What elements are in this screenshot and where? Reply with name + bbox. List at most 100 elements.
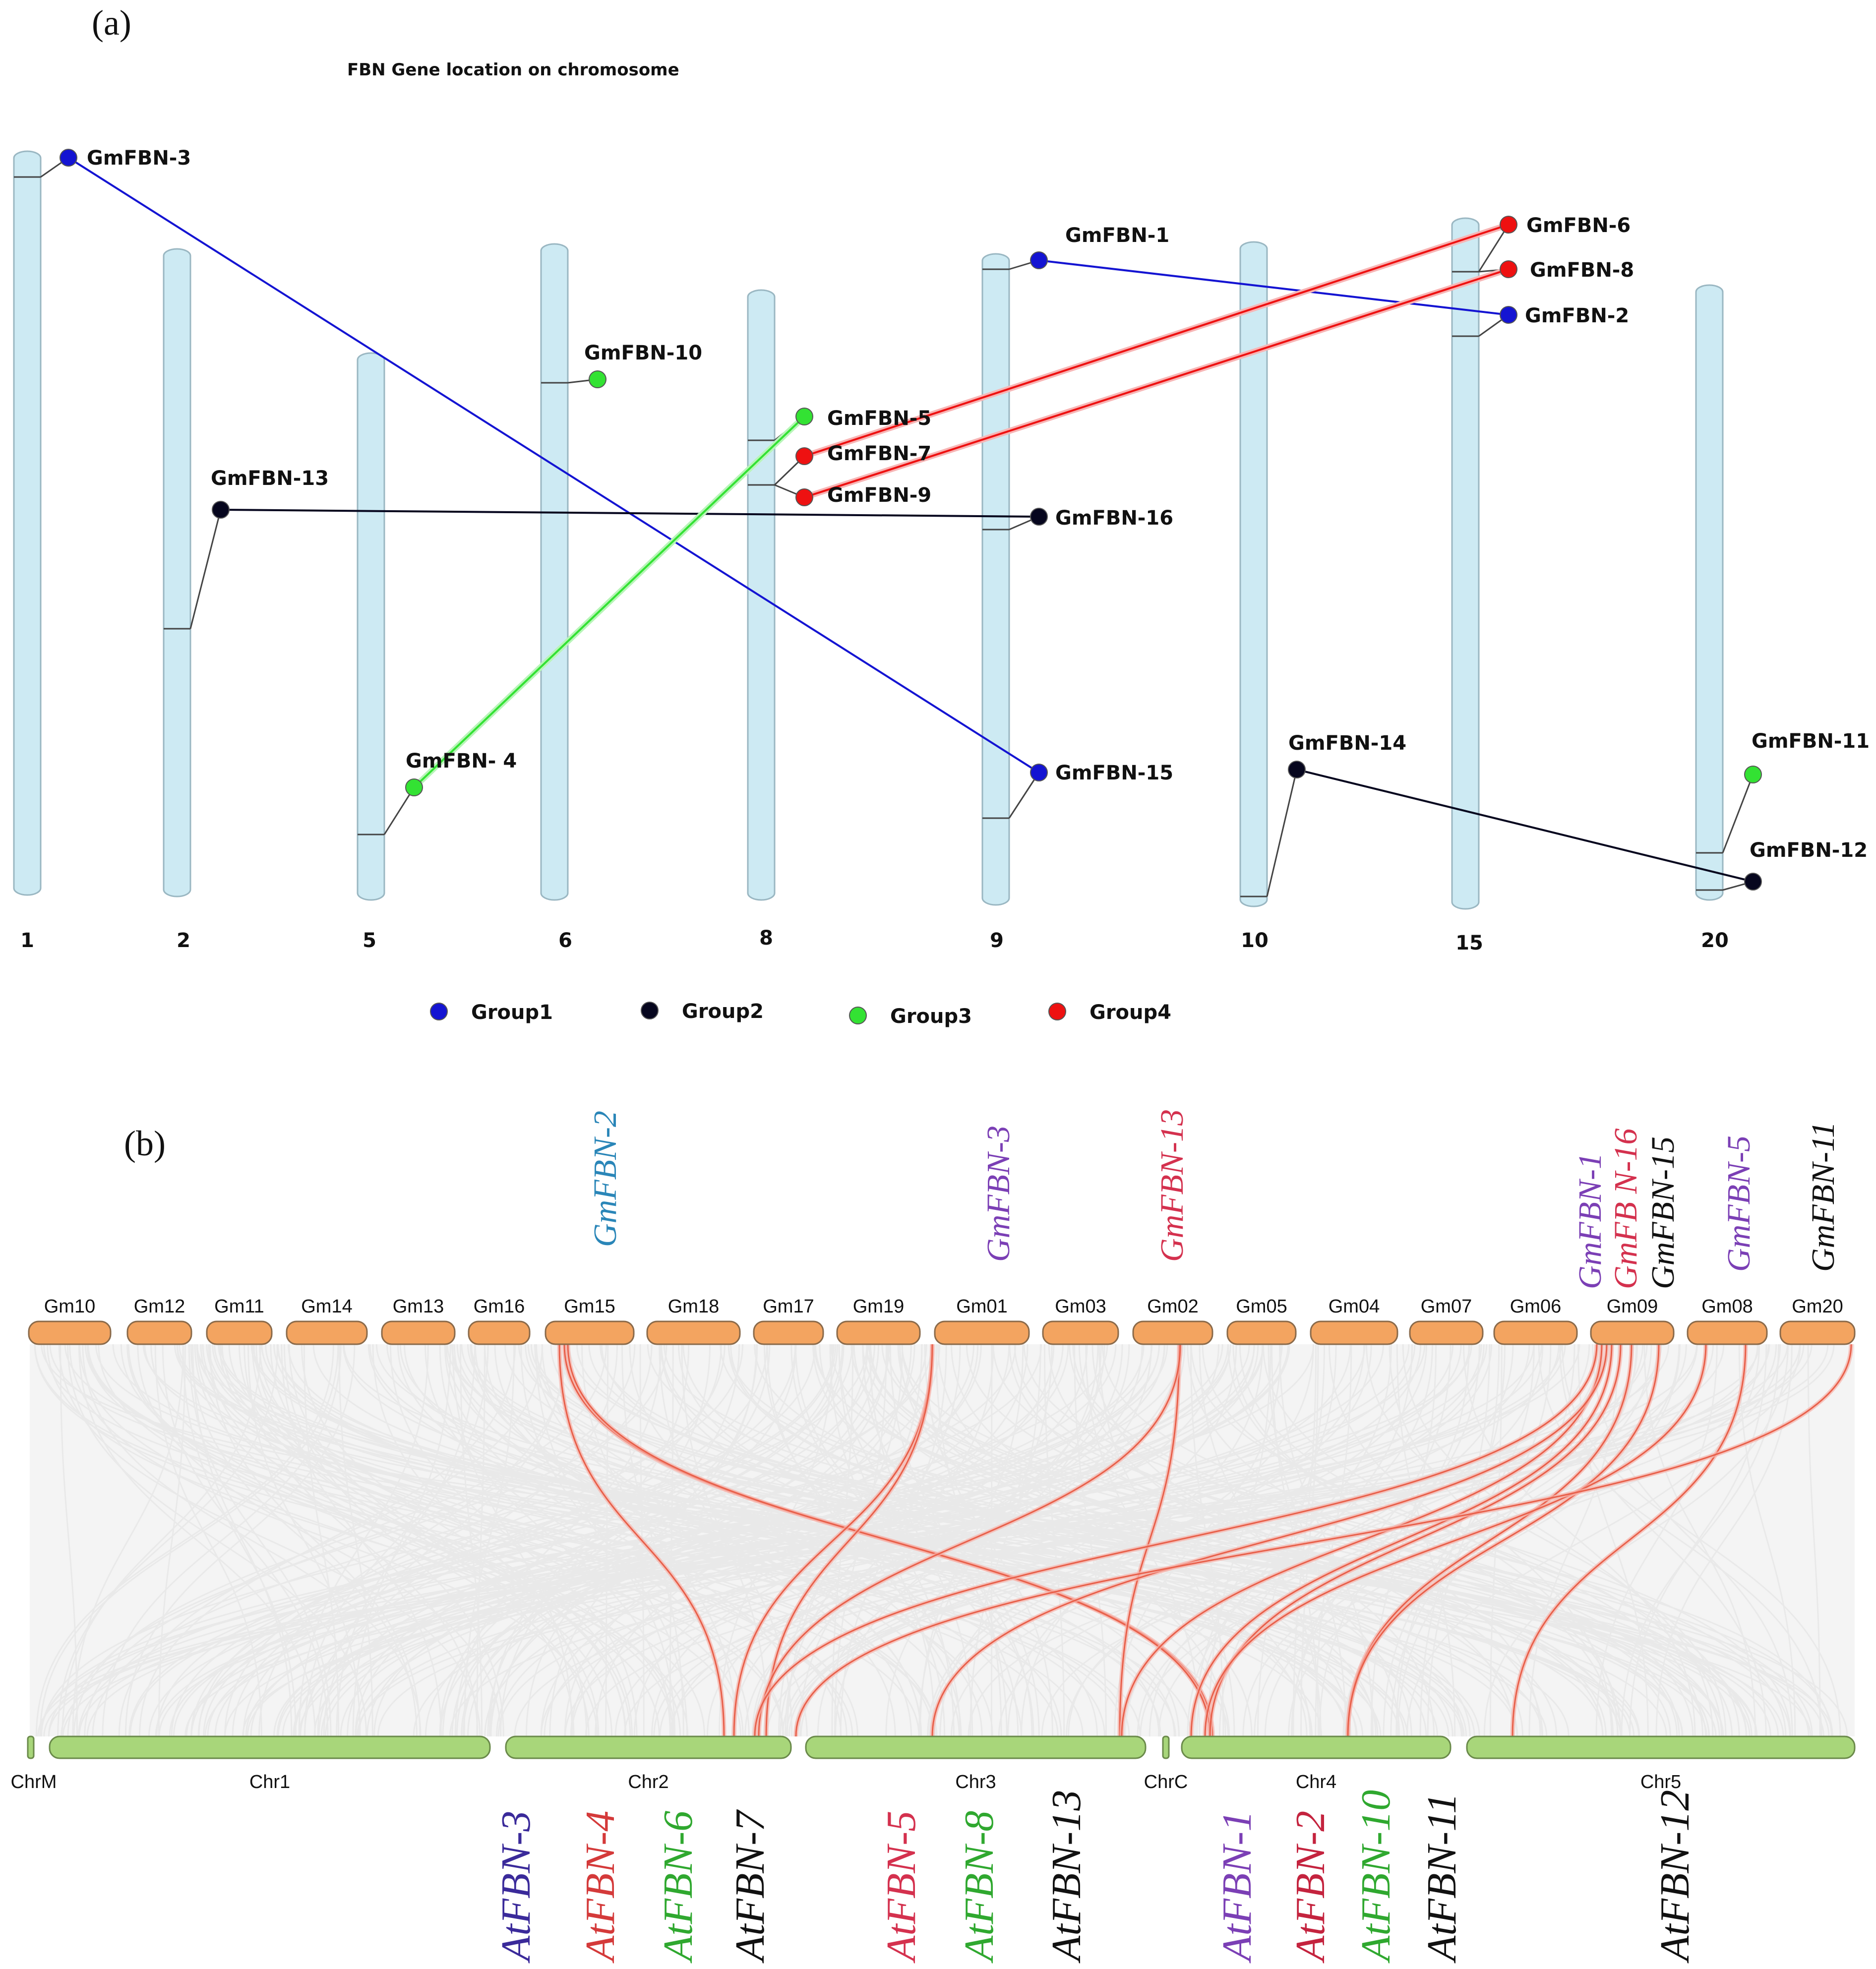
soy-chr-label-gm07: Gm07 <box>1421 1296 1472 1317</box>
fbn-link-3 <box>567 1344 1211 1737</box>
dot-gmfbn-8 <box>1500 260 1517 278</box>
at-gene-label-atfbn-8: AtFBN-8 <box>956 1811 1002 1964</box>
chromosome-number-10: 10 <box>1241 929 1269 952</box>
soy-chr-gm11 <box>206 1320 273 1345</box>
soy-chr-gm10 <box>28 1320 112 1345</box>
chromosome-5 <box>357 352 385 901</box>
dot-gmfbn-16 <box>1030 508 1048 526</box>
at-chr-chr1 <box>49 1735 491 1759</box>
soy-chr-label-gm14: Gm14 <box>301 1296 352 1317</box>
chromosome-number-6: 6 <box>558 929 572 952</box>
fbn-link-9 <box>1121 1344 1603 1737</box>
at-chr-chrm <box>27 1735 35 1759</box>
soy-gene-label-gmfbn-16: GmFB N-16 <box>1608 1129 1644 1289</box>
at-gene-label-atfbn-7: AtFBN-7 <box>727 1809 773 1964</box>
soy-chr-gm05 <box>1226 1320 1297 1345</box>
chromosome-number-1: 1 <box>20 929 34 952</box>
soy-gene-label-gmfbn-1: GmFBN-1 <box>1572 1153 1608 1289</box>
label-gmfbn-1: GmFBN-1 <box>1065 224 1169 247</box>
label-gmfbn-13: GmFBN-13 <box>211 467 329 490</box>
soy-chr-gm04 <box>1310 1320 1398 1345</box>
background-link-shade <box>30 1344 1855 1736</box>
label-gmfbn-5: GmFBN-5 <box>827 407 931 430</box>
label-gmfbn-2: GmFBN-2 <box>1525 304 1629 327</box>
soy-chr-gm09 <box>1590 1320 1675 1345</box>
label-gmfbn-8: GmFBN-8 <box>1530 259 1634 282</box>
at-chr-label-chrm: ChrM <box>11 1772 57 1792</box>
soy-chr-gm01 <box>934 1320 1030 1345</box>
legend-label-group2: Group2 <box>682 1000 764 1023</box>
panel-a-title: FBN Gene location on chromosome <box>347 60 679 80</box>
leader-gmfbn-15 <box>1008 772 1040 819</box>
fbn-link-6 <box>1119 1344 1180 1737</box>
dot-gmfbn-12 <box>1744 873 1762 891</box>
soy-gene-label-gmfbn-5: GmFBN-5 <box>1721 1135 1757 1272</box>
label-gmfbn-4: GmFBN- 4 <box>406 750 517 773</box>
chromosome-number-20: 20 <box>1701 929 1729 952</box>
chromosome-number-2: 2 <box>177 929 190 952</box>
soy-chr-gm14 <box>286 1320 368 1345</box>
label-gmfbn-14: GmFBN-14 <box>1288 732 1406 755</box>
chromosome-number-9: 9 <box>990 929 1004 952</box>
soy-chr-label-gm08: Gm08 <box>1701 1296 1753 1317</box>
arabidopsis-gene-labels: AtFBN-3 AtFBN-4 AtFBN-6 AtFBN-7 AtFBN-5 AtFBN… <box>493 1790 1698 1964</box>
link-gmfbn-4-gmfbn-5 <box>413 416 805 788</box>
soybean-gene-labels: GmFBN-2 GmFBN-3 GmFBN-13 GmFBN-1 GmFB N-16 Gm… <box>587 1109 1841 1289</box>
at-gene-label-atfbn-13: AtFBN-13 <box>1043 1790 1089 1964</box>
soy-chr-gm02 <box>1132 1320 1213 1345</box>
soy-gene-label-gmfbn-15: GmFBN-15 <box>1645 1136 1681 1289</box>
dot-gmfbn-2 <box>1500 306 1517 324</box>
link-gmfbn-14-gmfbn-12 <box>1296 769 1754 883</box>
soy-chr-label-gm10: Gm10 <box>44 1296 95 1317</box>
dot-gmfbn-13 <box>212 501 230 519</box>
fbn-link-16 <box>1512 1344 1747 1737</box>
dot-gmfbn-10 <box>589 370 606 388</box>
soy-chr-label-gm01: Gm01 <box>956 1296 1007 1317</box>
label-gmfbn-10: GmFBN-10 <box>584 342 702 364</box>
soybean-chromosomes: Gm10 Gm12 Gm11 Gm14 Gm13 Gm16 Gm15 Gm18 Gm17 Gm19… <box>28 1296 1856 1345</box>
soy-chr-label-gm17: Gm17 <box>763 1296 814 1317</box>
gene-markers <box>60 149 1762 891</box>
chromosome-20 <box>1695 284 1724 901</box>
soy-chr-gm03 <box>1042 1320 1119 1345</box>
label-gmfbn-12: GmFBN-12 <box>1750 839 1868 862</box>
fbn-link-5 <box>765 1344 933 1737</box>
chromosome-2 <box>163 248 191 897</box>
chromosome-number-5: 5 <box>363 929 376 952</box>
at-chr-label-chr4: Chr4 <box>1296 1772 1336 1792</box>
soy-chr-label-gm18: Gm18 <box>668 1296 719 1317</box>
at-gene-label-atfbn-10: AtFBN-10 <box>1353 1790 1399 1964</box>
chromosome-numbers: 1 2 5 6 8 9 10 15 20 <box>20 927 1729 955</box>
panel-b: (b) Gm10 Gm12 Gm11 Gm14 Gm13 Gm16 Gm15 Gm18 Gm17… <box>11 1109 1856 1964</box>
legend-dot-group3 <box>849 1007 867 1024</box>
soy-chr-gm18 <box>646 1320 741 1345</box>
dot-gmfbn-14 <box>1288 761 1306 778</box>
soy-chr-label-gm15: Gm15 <box>564 1296 615 1317</box>
at-gene-label-atfbn-4: AtFBN-4 <box>577 1811 623 1964</box>
at-chr-chr2 <box>505 1735 792 1759</box>
panel-a: (a) FBN Gene location on chromosome GmFB… <box>13 3 1870 1028</box>
soy-chr-gm15 <box>545 1320 635 1345</box>
dot-gmfbn-1 <box>1030 251 1048 269</box>
soy-gene-label-gmfbn-3: GmFBN-3 <box>980 1126 1017 1262</box>
legend-dot-group2 <box>641 1002 659 1019</box>
soy-chr-gm12 <box>126 1320 192 1345</box>
at-chr-label-chr3: Chr3 <box>955 1772 996 1792</box>
soy-chr-label-gm19: Gm19 <box>853 1296 904 1317</box>
link-gmfbn-9-gmfbn-8 <box>804 268 1509 498</box>
at-chr-label-chr2: Chr2 <box>628 1772 668 1792</box>
link-gmfbn-1-gmfbn-2 <box>1038 259 1509 316</box>
at-gene-label-atfbn-1: AtFBN-1 <box>1214 1811 1260 1964</box>
soy-chr-label-gm16: Gm16 <box>474 1296 525 1317</box>
synteny-background-links <box>30 1344 1855 1737</box>
chromosome-9 <box>981 253 1010 906</box>
soy-chr-label-gm11: Gm11 <box>214 1296 264 1317</box>
fbn-link-14 <box>1347 1344 1660 1737</box>
label-gmfbn-6: GmFBN-6 <box>1526 214 1631 237</box>
arabidopsis-chromosomes: ChrM Chr1 Chr2 Chr3 ChrC Chr4 Chr5 <box>11 1735 1856 1792</box>
label-gmfbn-16: GmFBN-16 <box>1055 507 1173 530</box>
dot-gmfbn-9 <box>795 488 813 506</box>
legend-label-group3: Group3 <box>890 1005 972 1028</box>
at-chr-label-chrc: ChrC <box>1144 1772 1188 1792</box>
